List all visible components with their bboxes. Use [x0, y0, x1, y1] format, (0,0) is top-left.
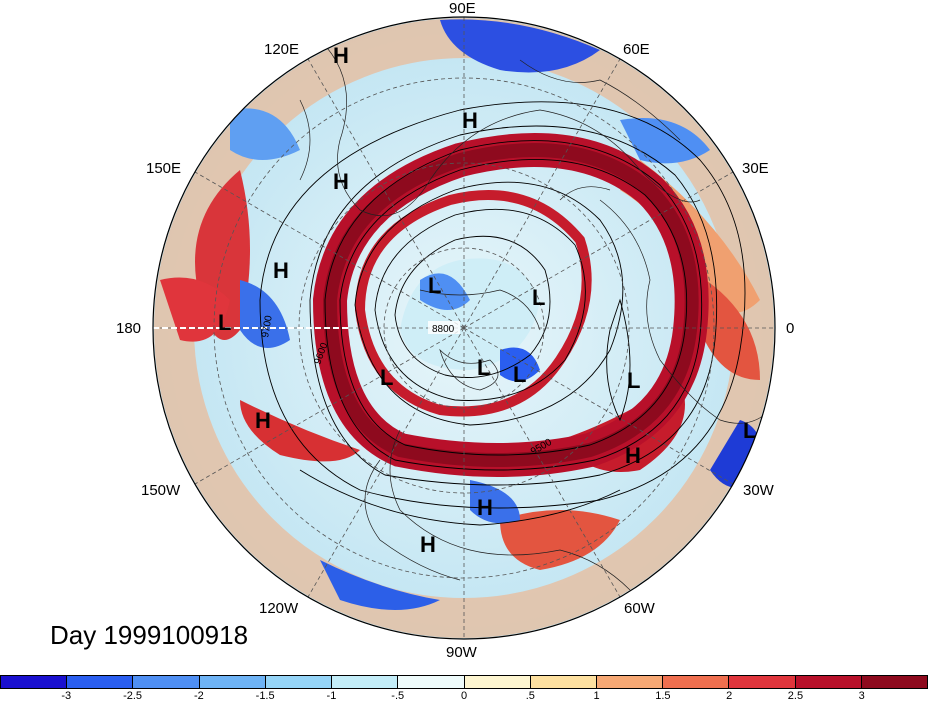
- high-pressure-marker: H: [333, 169, 349, 194]
- lon-label-0: 0: [786, 320, 795, 337]
- high-pressure-marker: H: [420, 532, 436, 557]
- colorbar-swatch: [67, 676, 134, 688]
- colorbar-tick-label: 2: [726, 690, 733, 702]
- high-pressure-marker: H: [462, 108, 478, 133]
- contour-label: 9700: [260, 314, 275, 338]
- low-pressure-marker: L: [627, 368, 640, 393]
- colorbar-swatch: [729, 676, 796, 688]
- colorbar: [0, 675, 928, 689]
- lon-label-90e: 90E: [449, 0, 476, 17]
- colorbar-tick-label: -2: [193, 690, 204, 702]
- colorbar-tick-label: -1: [326, 690, 337, 702]
- lon-label-150w: 150W: [141, 482, 181, 499]
- colorbar-swatch: [1, 676, 68, 688]
- colorbar-tick-label: .5: [525, 690, 535, 702]
- lon-label-60e: 60E: [623, 41, 650, 58]
- colorbar-tick-label: 1.5: [655, 690, 671, 702]
- pressure-centers: H H H L H L L L L L L H L H H H: [218, 43, 756, 557]
- colorbar-tick-label: -3: [61, 690, 72, 702]
- low-pressure-marker: L: [218, 310, 231, 335]
- colorbar-tick-label: 3: [858, 690, 865, 702]
- colorbar-swatch: [265, 676, 333, 688]
- colorbar-swatch: [795, 676, 862, 688]
- lon-label-120e: 120E: [264, 41, 300, 58]
- high-pressure-marker: H: [477, 495, 493, 520]
- lon-label-30e: 30E: [742, 160, 769, 177]
- low-pressure-marker: L: [477, 355, 490, 380]
- low-pressure-marker: L: [380, 365, 393, 390]
- lon-label-180: 180: [116, 320, 142, 337]
- colorbar-swatch: [199, 676, 266, 688]
- lon-label-60w: 60W: [624, 600, 655, 617]
- colorbar-swatch: [133, 676, 200, 688]
- day-label: Day 1999100918: [50, 620, 249, 650]
- low-pressure-marker: L: [513, 362, 526, 387]
- colorbar-swatch: [861, 676, 928, 688]
- lon-label-90w: 90W: [446, 644, 477, 661]
- map-boundary: [152, 16, 776, 640]
- colorbar-tick-label: 1: [593, 690, 600, 702]
- high-pressure-marker: H: [625, 443, 641, 468]
- graticule: [153, 17, 775, 639]
- colorbar-tick-label: 0: [460, 690, 468, 702]
- lon-label-30w: 30W: [743, 482, 774, 499]
- lon-label-150e: 150E: [146, 160, 182, 177]
- high-pressure-marker: H: [273, 258, 289, 283]
- geopotential-contours: [259, 101, 746, 526]
- low-pressure-marker: L: [532, 285, 545, 310]
- colorbar-swatch: [332, 676, 399, 688]
- high-pressure-marker: H: [255, 408, 271, 433]
- low-pressure-marker: L: [428, 273, 441, 298]
- colorbar-swatch: [398, 676, 465, 688]
- high-pressure-marker: H: [333, 43, 349, 68]
- contour-label: 8800: [432, 324, 455, 335]
- colorbar-swatch: [530, 676, 597, 688]
- colorbar-tick-label: -1.5: [255, 690, 275, 702]
- coastlines: [299, 39, 771, 591]
- colorbar-tick-label: 2.5: [787, 690, 804, 702]
- colorbar-tick-label: -2.5: [123, 690, 143, 702]
- colorbar-swatch: [596, 676, 664, 688]
- lon-label-120w: 120W: [259, 600, 299, 617]
- colorbar-swatch: [464, 676, 531, 688]
- colorbar-swatch: [663, 676, 730, 688]
- low-pressure-marker: L: [743, 418, 756, 443]
- colorbar-tick-label: -.5: [391, 690, 405, 702]
